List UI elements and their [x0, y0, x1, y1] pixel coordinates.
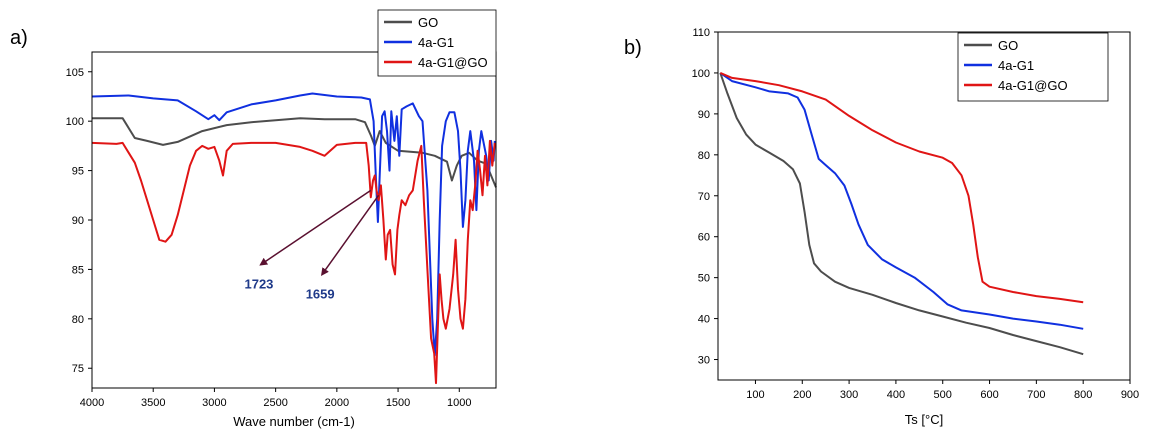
- panel-a-legend-label: 4a-G1@GO: [418, 55, 488, 70]
- panel-b-y-tick-label: 60: [698, 232, 710, 244]
- panel-b-x-tick-label: 700: [1027, 389, 1045, 401]
- panel-a-x-tick-label: 1000: [447, 397, 471, 409]
- panel-a-y-tick-label: 90: [72, 215, 84, 227]
- panel-a-legend-label: 4a-G1: [418, 35, 454, 50]
- panel-b-x-tick-label: 200: [793, 389, 811, 401]
- panel-a-x-tick-label: 3500: [141, 397, 165, 409]
- panel-a-y-tick-label: 95: [72, 166, 84, 178]
- panel-a-legend: GO 4a-G1 4a-G1@GO: [377, 9, 497, 77]
- panel-a-x-tick-label: 2000: [325, 397, 349, 409]
- panel-b-tga-chart: b) 100 200 300 400 500 600 700 800 900 30 40 50 60 7…: [624, 27, 1139, 427]
- panel-b-y-tick-label: 40: [698, 314, 710, 326]
- panel-b-series-line-4a-g1-go: [719, 71, 1084, 304]
- panel-a-label: a): [10, 27, 28, 49]
- panel-a-x-tick-label: 4000: [80, 397, 104, 409]
- panel-b-y-tick-label: 110: [692, 27, 710, 39]
- panel-a-x-tick-label: 1500: [386, 397, 410, 409]
- panel-b-x-tick-label: 600: [980, 389, 998, 401]
- panel-b-x-tick-label: 900: [1121, 389, 1139, 401]
- panel-b-y-tick-label: 80: [698, 150, 710, 162]
- panel-b-x-tick-label: 100: [746, 389, 764, 401]
- panel-a-series-line-4a-g1-go: [91, 139, 496, 385]
- panel-a-legend-label: GO: [418, 15, 438, 30]
- annotation-arrow-1659: [320, 194, 380, 276]
- panel-b-legend-label: GO: [998, 38, 1018, 53]
- panel-a-x-tick-label: 2500: [263, 397, 287, 409]
- panel-b-y-tick-label: 50: [698, 273, 710, 285]
- panel-b-y-tick-label: 90: [698, 109, 710, 121]
- panel-b-x-tick-label: 400: [887, 389, 905, 401]
- panel-a-series-line-go: [92, 117, 497, 188]
- panel-b-y-tick-label: 70: [698, 191, 710, 203]
- panel-b-legend-label: 4a-G1: [998, 58, 1034, 73]
- panel-b-y-tick-label: 30: [698, 355, 710, 367]
- annotation-label-1659: 1659: [306, 286, 335, 301]
- panel-b-x-tick-label: 500: [934, 389, 952, 401]
- panel-b-series-line-go: [719, 72, 1084, 356]
- annotation-label-1723: 1723: [244, 276, 273, 291]
- annotation-arrow-1723: [259, 189, 372, 266]
- panel-b-x-tick-label: 800: [1074, 389, 1092, 401]
- panel-a-y-tick-label: 105: [66, 67, 84, 79]
- panel-a-y-tick-label: 100: [66, 116, 84, 128]
- panel-a-ftir-chart: a) 1723 1659 4000 3500 3000 2500 2000 1500 1000…: [10, 9, 497, 429]
- panel-a-y-tick-label: 80: [72, 314, 84, 326]
- panel-a-x-tick-label: 3000: [202, 397, 226, 409]
- panel-a-series-line-4a-g1: [91, 92, 496, 357]
- panel-a-y-tick-label: 75: [72, 363, 84, 375]
- panel-a-x-axis-title: Wave number (cm-1): [233, 414, 355, 429]
- panel-b-legend: GO 4a-G1 4a-G1@GO: [957, 32, 1109, 102]
- panel-b-series-line-4a-g1: [719, 72, 1084, 330]
- panel-b-plot-frame: [717, 31, 1131, 381]
- panel-b-y-tick-label: 100: [692, 68, 710, 80]
- panel-b-legend-label: 4a-G1@GO: [998, 78, 1068, 93]
- panel-b-x-axis-title: Ts [°C]: [905, 412, 943, 427]
- panel-a-y-tick-label: 85: [72, 264, 84, 276]
- panel-b-label: b): [624, 37, 642, 59]
- panel-b-x-tick-label: 300: [840, 389, 858, 401]
